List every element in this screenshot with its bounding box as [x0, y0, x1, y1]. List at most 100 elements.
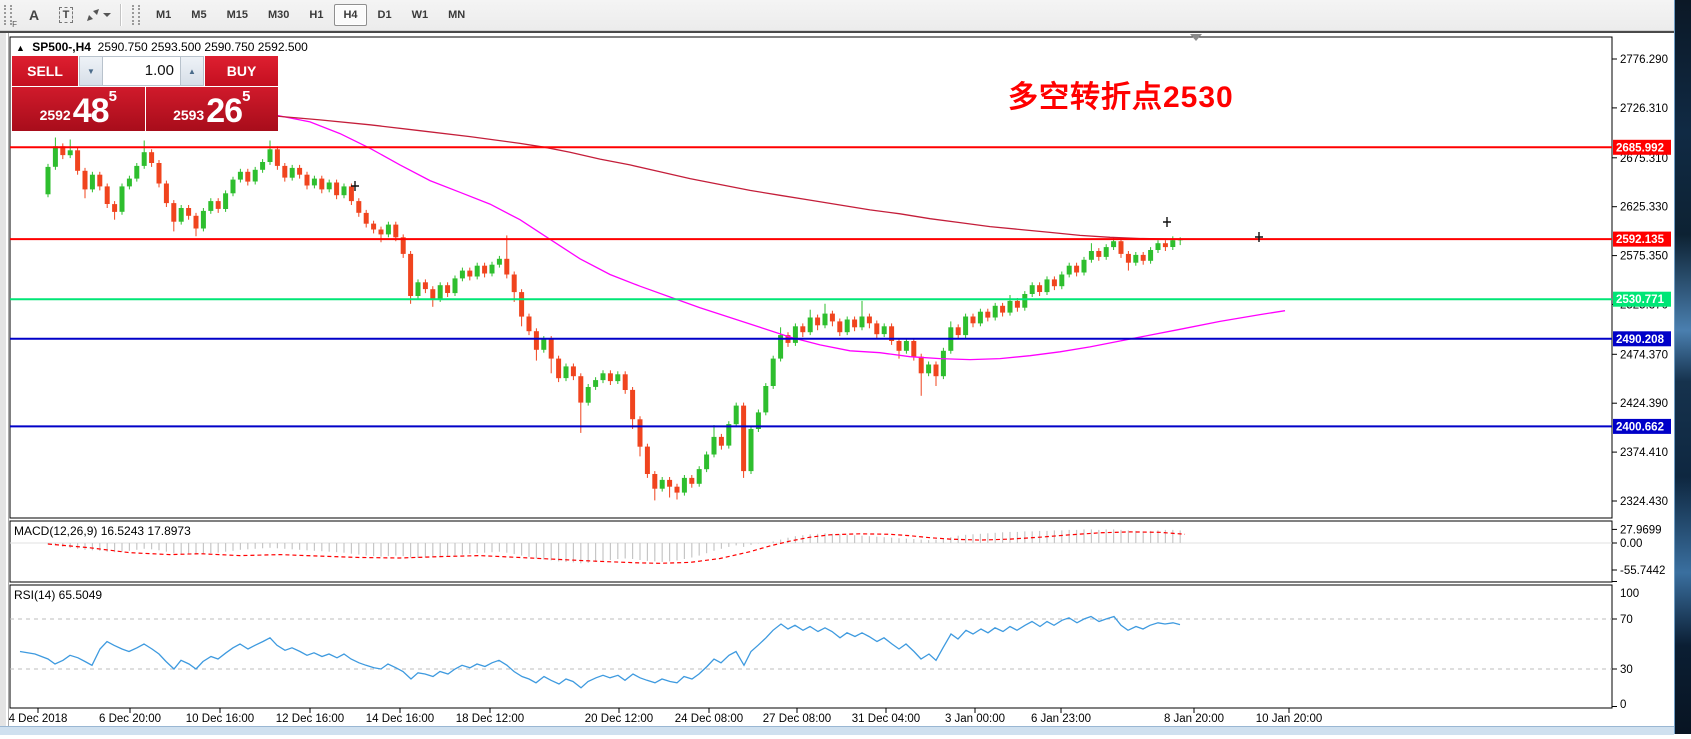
candle-body — [297, 167, 303, 175]
time-tick-label: 27 Dec 08:00 — [763, 713, 831, 725]
ohlc-values: 2590.750 2593.500 2590.750 2592.500 — [97, 40, 308, 54]
candle-body — [704, 454, 710, 470]
candle-body — [237, 171, 243, 180]
price-tick-label: 2474.370 — [1620, 349, 1668, 361]
candle-body — [356, 201, 362, 213]
time-tick-label: 6 Jan 23:00 — [1031, 713, 1091, 725]
candle-body — [149, 152, 155, 163]
price-tick-label: 2625.330 — [1620, 202, 1668, 214]
candle-body — [644, 446, 650, 474]
candle-body — [1037, 285, 1043, 292]
pane-1 — [9, 520, 1613, 583]
candle-body — [341, 186, 347, 196]
candle-body — [363, 212, 369, 224]
timeframe-button-m5[interactable]: M5 — [191, 9, 207, 21]
price-line-label: 2592.135 — [1616, 234, 1665, 246]
ask-price-display[interactable]: 2593 26 5 — [145, 87, 278, 131]
candle-body — [171, 203, 177, 222]
candle-body — [837, 321, 843, 333]
candle-body — [282, 165, 288, 178]
candle-body — [800, 326, 806, 333]
candle-body — [533, 331, 539, 350]
time-tick-label: 10 Dec 16:00 — [186, 713, 254, 725]
timeframe-button-h4[interactable]: H4 — [334, 4, 367, 26]
candle-body — [896, 341, 902, 351]
candle-body — [696, 469, 702, 484]
candle-body — [67, 150, 73, 156]
candle-body — [1096, 251, 1102, 257]
timeframe-button-w1[interactable]: W1 — [411, 9, 429, 21]
rsi-tick-label: 100 — [1620, 588, 1639, 600]
timeframe-button-mn[interactable]: MN — [448, 9, 466, 21]
volume-increase-button[interactable]: ▲ — [180, 56, 204, 86]
candle-body — [578, 376, 584, 403]
collapse-trade-panel-icon[interactable]: ▲ — [16, 43, 25, 53]
candle-body — [889, 326, 895, 341]
candle-body — [881, 326, 887, 335]
candle-body — [178, 208, 184, 222]
volume-input[interactable]: 1.00 — [103, 56, 180, 86]
price-tick-label: 2374.410 — [1620, 447, 1668, 459]
time-tick-label: 31 Dec 04:00 — [852, 713, 920, 725]
ask-big-digits: 26 — [206, 92, 243, 130]
macd-indicator-label: MACD(12,26,9) 16.5243 17.8973 — [14, 524, 191, 538]
timeframe-button-m15[interactable]: M15 — [226, 9, 248, 21]
timeframe-grip[interactable] — [132, 5, 140, 25]
chevron-down-icon — [102, 13, 111, 17]
candle-body — [1007, 300, 1013, 313]
candle-body — [119, 186, 125, 212]
candle-body — [430, 289, 436, 299]
candle-body — [556, 358, 562, 379]
draw-objects-icon[interactable] — [84, 2, 112, 28]
sell-button[interactable]: SELL — [12, 56, 79, 86]
candle-body — [955, 327, 961, 336]
candle-body — [970, 316, 976, 324]
rsi-tick-label: 70 — [1620, 614, 1633, 626]
bid-price-display[interactable]: 2592 48 5 — [12, 87, 146, 131]
timeframe-button-m30[interactable]: M30 — [267, 9, 290, 21]
candle-body — [1162, 243, 1168, 248]
candle-body — [874, 323, 880, 335]
candle-body — [526, 316, 532, 332]
price-tick-label: 2424.390 — [1620, 398, 1668, 410]
candle-body — [193, 215, 199, 229]
cross-marker — [1255, 232, 1263, 242]
candle-body — [1074, 265, 1080, 273]
rsi-line — [19, 615, 1181, 689]
candle-body — [334, 182, 340, 196]
time-tick-label: 3 Jan 00:00 — [945, 713, 1005, 725]
candle-body — [511, 274, 517, 293]
one-click-trading-panel: SELL ▼ 1.00 ▲ BUY 2592 48 5 2593 26 5 — [12, 56, 278, 131]
time-tick-label: 8 Jan 20:00 — [1164, 713, 1224, 725]
macd-tick-label: 0.00 — [1620, 538, 1642, 550]
candle-body — [926, 364, 932, 374]
candle-body — [252, 169, 258, 182]
candle-body — [689, 477, 695, 484]
candle-body — [422, 282, 428, 290]
volume-decrease-button[interactable]: ▼ — [79, 56, 103, 86]
main-toolbar: F A T M1 M5 M15 M30 H1 H4 D1 W1 MN — [0, 0, 1674, 31]
ma-fast-line — [274, 114, 1286, 361]
timeframe-button-h1[interactable]: H1 — [309, 9, 324, 21]
chart-shift-marker[interactable] — [1190, 34, 1202, 41]
text-label-icon[interactable]: A — [20, 2, 48, 28]
candle-body — [126, 178, 132, 187]
timeframe-button-m1[interactable]: M1 — [156, 9, 172, 21]
toolbar-grip[interactable]: F — [4, 5, 17, 29]
candle-body — [75, 150, 81, 171]
text-box-icon[interactable]: T — [52, 2, 80, 28]
candle-body — [304, 174, 310, 186]
candle-body — [844, 319, 850, 333]
candle-body — [792, 326, 798, 343]
time-tick-label: 6 Dec 20:00 — [99, 713, 161, 725]
candle-body — [1088, 251, 1094, 260]
buy-button[interactable]: BUY — [204, 56, 278, 86]
timeframe-button-d1[interactable]: D1 — [377, 9, 392, 21]
price-tick-label: 2324.430 — [1620, 496, 1668, 508]
time-tick-label: 4 Dec 2018 — [9, 713, 68, 725]
candle-body — [45, 166, 51, 195]
candle-body — [681, 477, 687, 493]
price-line-label-bg — [1613, 291, 1671, 307]
price-tick-label: 2675.310 — [1620, 153, 1668, 165]
